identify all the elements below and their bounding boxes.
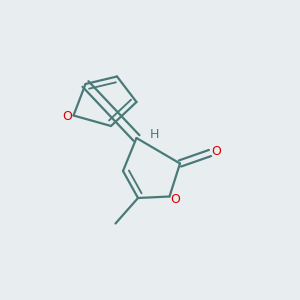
Text: O: O [212, 145, 221, 158]
Text: O: O [62, 110, 72, 124]
Text: O: O [170, 193, 180, 206]
Text: H: H [150, 128, 159, 141]
